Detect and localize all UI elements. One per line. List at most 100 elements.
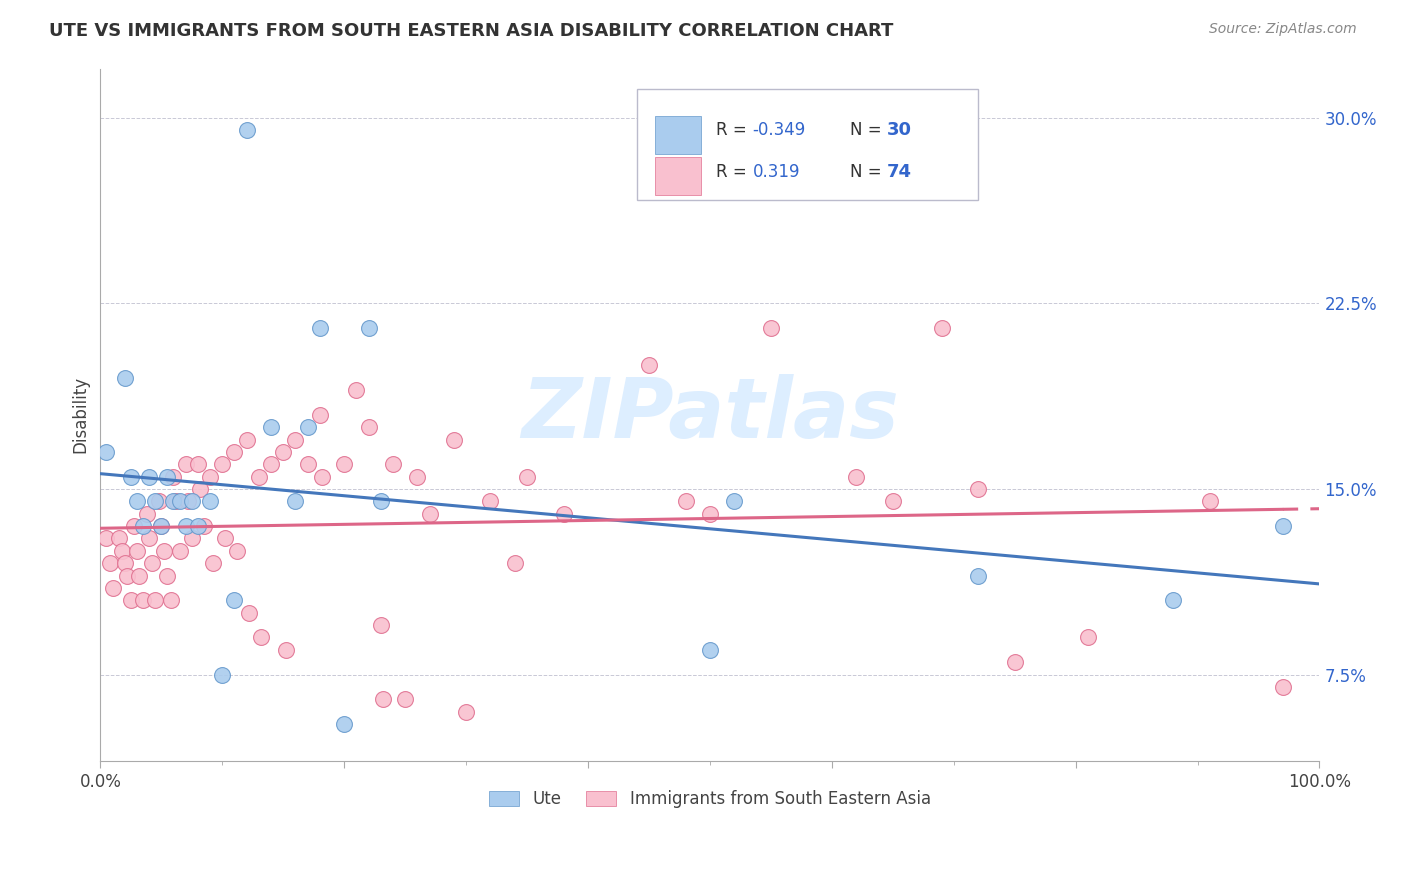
Point (238, 606, 260, 620)
Point (193, 519, 215, 533)
Point (235, 433, 257, 447)
Point (162, 469, 184, 483)
Text: Source: ZipAtlas.com: Source: ZipAtlas.com (1209, 22, 1357, 37)
Text: 74: 74 (887, 162, 911, 181)
Point (967, 568, 990, 582)
Text: 0.319: 0.319 (752, 162, 800, 181)
Point (214, 532, 236, 546)
Text: UTE VS IMMIGRANTS FROM SOUTH EASTERN ASIA DISABILITY CORRELATION CHART: UTE VS IMMIGRANTS FROM SOUTH EASTERN ASI… (49, 22, 894, 40)
Point (931, 321, 953, 335)
Point (297, 457, 319, 471)
Point (120, 593, 142, 607)
Point (845, 469, 868, 483)
Point (224, 445, 246, 459)
Point (120, 469, 142, 483)
Point (198, 494, 221, 508)
Point (357, 321, 380, 335)
Point (169, 544, 191, 558)
Point (454, 705, 477, 719)
Point (271, 445, 294, 459)
Point (479, 494, 502, 508)
Point (699, 642, 721, 657)
Point (1161, 593, 1184, 607)
Point (1077, 631, 1099, 645)
Text: R =: R = (716, 162, 758, 181)
Point (96, 445, 118, 459)
Point (443, 433, 465, 447)
Point (394, 692, 416, 706)
Point (132, 519, 155, 533)
Point (406, 469, 429, 483)
Point (187, 519, 209, 533)
Point (115, 568, 138, 582)
Point (1271, 680, 1294, 694)
Point (128, 568, 150, 582)
Point (156, 568, 179, 582)
Point (503, 556, 526, 570)
Point (211, 457, 233, 471)
Point (311, 469, 333, 483)
Point (247, 469, 270, 483)
Point (308, 321, 330, 335)
Point (370, 618, 392, 632)
Point (107, 532, 129, 546)
Point (308, 408, 330, 422)
Point (162, 494, 184, 508)
Point (152, 544, 174, 558)
Point (224, 593, 246, 607)
Point (516, 469, 538, 483)
Point (165, 494, 187, 508)
Point (101, 581, 124, 595)
Text: N =: N = (851, 121, 887, 139)
Point (699, 507, 721, 521)
Point (260, 420, 283, 434)
Point (882, 494, 904, 508)
Point (132, 593, 155, 607)
Text: R =: R = (716, 121, 752, 139)
Legend: Ute, Immigrants from South Eastern Asia: Ute, Immigrants from South Eastern Asia (482, 784, 938, 815)
Point (125, 494, 148, 508)
Point (381, 457, 404, 471)
Point (211, 667, 233, 681)
Point (187, 457, 209, 471)
Point (98, 556, 121, 570)
Point (124, 519, 146, 533)
Point (201, 556, 224, 570)
Point (148, 494, 170, 508)
Text: 30: 30 (887, 121, 911, 139)
Point (96, 532, 118, 546)
Point (357, 420, 380, 434)
Point (180, 532, 202, 546)
Point (125, 544, 148, 558)
Point (638, 359, 661, 373)
Point (344, 383, 367, 397)
Text: -0.349: -0.349 (752, 121, 806, 139)
Point (333, 457, 356, 471)
Point (150, 519, 173, 533)
Point (1198, 494, 1220, 508)
Point (111, 544, 134, 558)
Point (1004, 655, 1026, 669)
Point (284, 494, 307, 508)
Text: ZIPatlas: ZIPatlas (522, 375, 898, 455)
Point (141, 556, 163, 570)
Point (297, 420, 319, 434)
Point (150, 519, 173, 533)
Text: N =: N = (851, 162, 887, 181)
Point (225, 544, 247, 558)
Point (373, 692, 395, 706)
Point (675, 494, 697, 508)
Point (174, 457, 197, 471)
Point (333, 717, 356, 731)
FancyBboxPatch shape (637, 89, 979, 200)
Point (370, 494, 392, 508)
Point (114, 556, 136, 570)
Point (135, 507, 157, 521)
Y-axis label: Disability: Disability (72, 376, 89, 453)
Point (114, 370, 136, 384)
Point (138, 532, 160, 546)
Point (198, 469, 221, 483)
Point (967, 482, 990, 496)
Point (143, 593, 166, 607)
Point (1271, 519, 1294, 533)
